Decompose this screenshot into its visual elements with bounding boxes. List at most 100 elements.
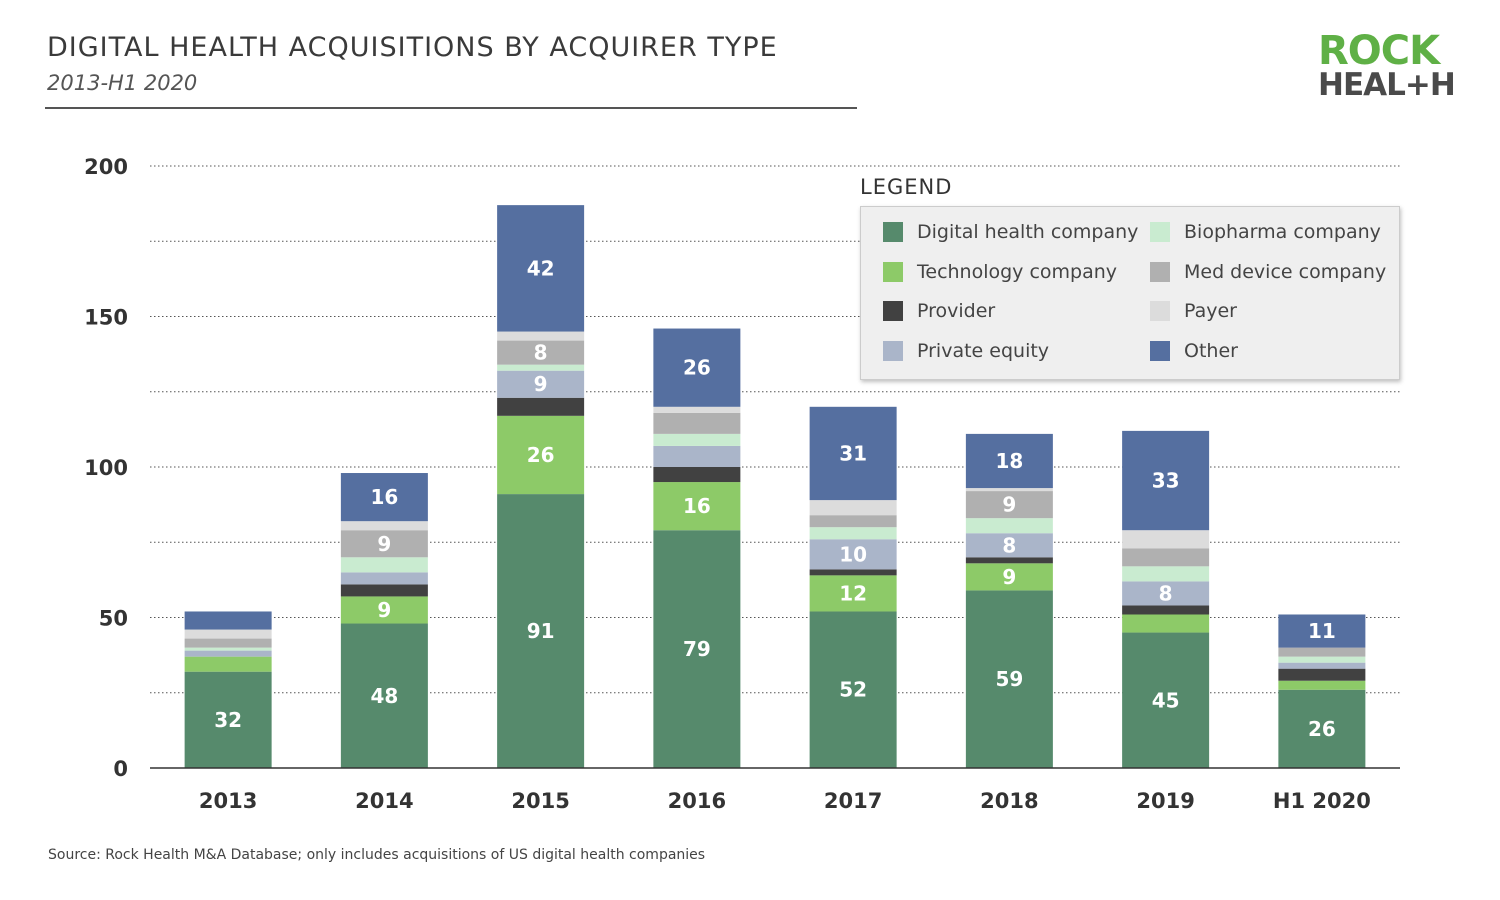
legend-swatch — [1150, 261, 1170, 282]
legend-swatch — [1150, 340, 1170, 361]
data-label: 79 — [683, 637, 711, 661]
bar-segment — [809, 527, 897, 540]
bar-segment — [809, 569, 897, 576]
x-tick-label: 2015 — [511, 789, 569, 813]
bar-segment — [340, 530, 428, 558]
data-label: 9 — [1002, 493, 1016, 517]
data-label: 18 — [995, 449, 1023, 473]
bar-segment — [1122, 581, 1210, 606]
chart-subtitle: 2013-H1 2020 — [47, 71, 198, 95]
data-label: 9 — [377, 598, 391, 622]
legend-item: Other — [1150, 340, 1238, 362]
logo-line-2: HEAL+H — [1318, 67, 1456, 103]
data-label: 9 — [1002, 565, 1016, 589]
logo-line-1: ROCK — [1318, 28, 1440, 74]
x-tick-label: H1 2020 — [1273, 789, 1371, 813]
x-tick-label: 2013 — [199, 789, 257, 813]
bar-segment — [809, 406, 897, 501]
legend-swatch — [883, 340, 903, 361]
legend-swatch — [883, 261, 903, 282]
bar-segment — [1122, 614, 1210, 633]
bar-segment — [965, 488, 1053, 492]
legend-title: LEGEND — [860, 175, 953, 199]
chart-title: DIGITAL HEALTH ACQUISITIONS BY ACQUIRER … — [47, 32, 778, 63]
legend-swatch — [883, 301, 903, 321]
x-tick-label: 2019 — [1136, 789, 1194, 813]
data-label: 8 — [534, 341, 548, 365]
bar-segment — [653, 412, 741, 434]
bar-segment — [965, 563, 1053, 591]
x-tick-label: 2014 — [355, 789, 413, 813]
bar-segment — [497, 331, 585, 341]
bar-segment — [653, 433, 741, 446]
bar-segment — [184, 656, 272, 672]
legend-label: Private equity — [917, 339, 1050, 362]
legend-label: Provider — [917, 300, 996, 322]
bar-segment — [184, 629, 272, 639]
bar-segment — [1278, 614, 1366, 648]
bar-segment — [653, 328, 741, 407]
legend-item: Provider — [883, 300, 995, 322]
bar-segment — [653, 406, 741, 413]
data-label: 16 — [370, 485, 398, 509]
bar-segment — [965, 533, 1053, 558]
legend-label: Digital health company — [917, 221, 1139, 243]
data-label: 16 — [683, 494, 711, 518]
y-tick-label: 50 — [99, 607, 128, 631]
bar-segment — [1122, 430, 1210, 531]
data-label: 52 — [839, 678, 867, 702]
bar-segment — [653, 445, 741, 467]
bar-segment — [965, 590, 1053, 768]
bar-segment — [497, 364, 585, 371]
y-tick-label: 100 — [84, 456, 128, 480]
bar-segment — [965, 491, 1053, 519]
source-note: Source: Rock Health M&A Database; only i… — [48, 847, 706, 863]
bar-segment — [809, 539, 897, 570]
bar-segment — [184, 647, 272, 651]
bar-segment — [340, 623, 428, 768]
legend-item: Private equity — [883, 340, 1049, 362]
bar-segment — [965, 518, 1053, 534]
bar-segment — [340, 572, 428, 585]
bar-segment — [184, 611, 272, 630]
bar-segment — [653, 482, 741, 531]
data-label: 31 — [839, 441, 867, 465]
rock-health-logo: ROCK HEAL+H — [1318, 28, 1456, 103]
bar-segment — [340, 584, 428, 597]
data-label: 59 — [995, 667, 1023, 691]
bar-segment — [340, 473, 428, 522]
legend: Digital health company Technology company… — [860, 206, 1400, 380]
legend-label: Biopharma company — [1184, 221, 1381, 243]
bar-segment — [1122, 548, 1210, 567]
legend-item: Technology company — [883, 261, 1117, 283]
bar-segment — [965, 433, 1053, 489]
bar-segment — [809, 575, 897, 612]
bar-segment — [965, 557, 1053, 564]
bar-segment — [340, 521, 428, 531]
bar-segment — [340, 557, 428, 573]
legend-item: Biopharma company — [1150, 221, 1381, 243]
data-label: 8 — [1159, 581, 1173, 605]
bar-segment — [1122, 566, 1210, 582]
bar-segment — [809, 611, 897, 768]
bar-segment — [1278, 656, 1366, 663]
data-label: 9 — [377, 532, 391, 556]
bar-segment — [497, 494, 585, 768]
title-divider — [45, 107, 857, 109]
data-label: 11 — [1308, 619, 1336, 643]
y-tick-label: 0 — [113, 757, 128, 781]
bar-segment — [1278, 662, 1366, 669]
y-tick-label: 200 — [84, 155, 128, 179]
data-label: 33 — [1152, 469, 1180, 493]
bar-segment — [653, 530, 741, 768]
legend-swatch — [1150, 222, 1170, 242]
x-tick-label: 2018 — [980, 789, 1038, 813]
legend-label: Payer — [1184, 300, 1237, 322]
bar-segment — [340, 596, 428, 624]
bar-segment — [184, 671, 272, 768]
data-label: 12 — [839, 581, 867, 605]
bar-segment — [809, 500, 897, 516]
x-tick-label: 2017 — [824, 789, 882, 813]
data-label: 26 — [527, 443, 555, 467]
